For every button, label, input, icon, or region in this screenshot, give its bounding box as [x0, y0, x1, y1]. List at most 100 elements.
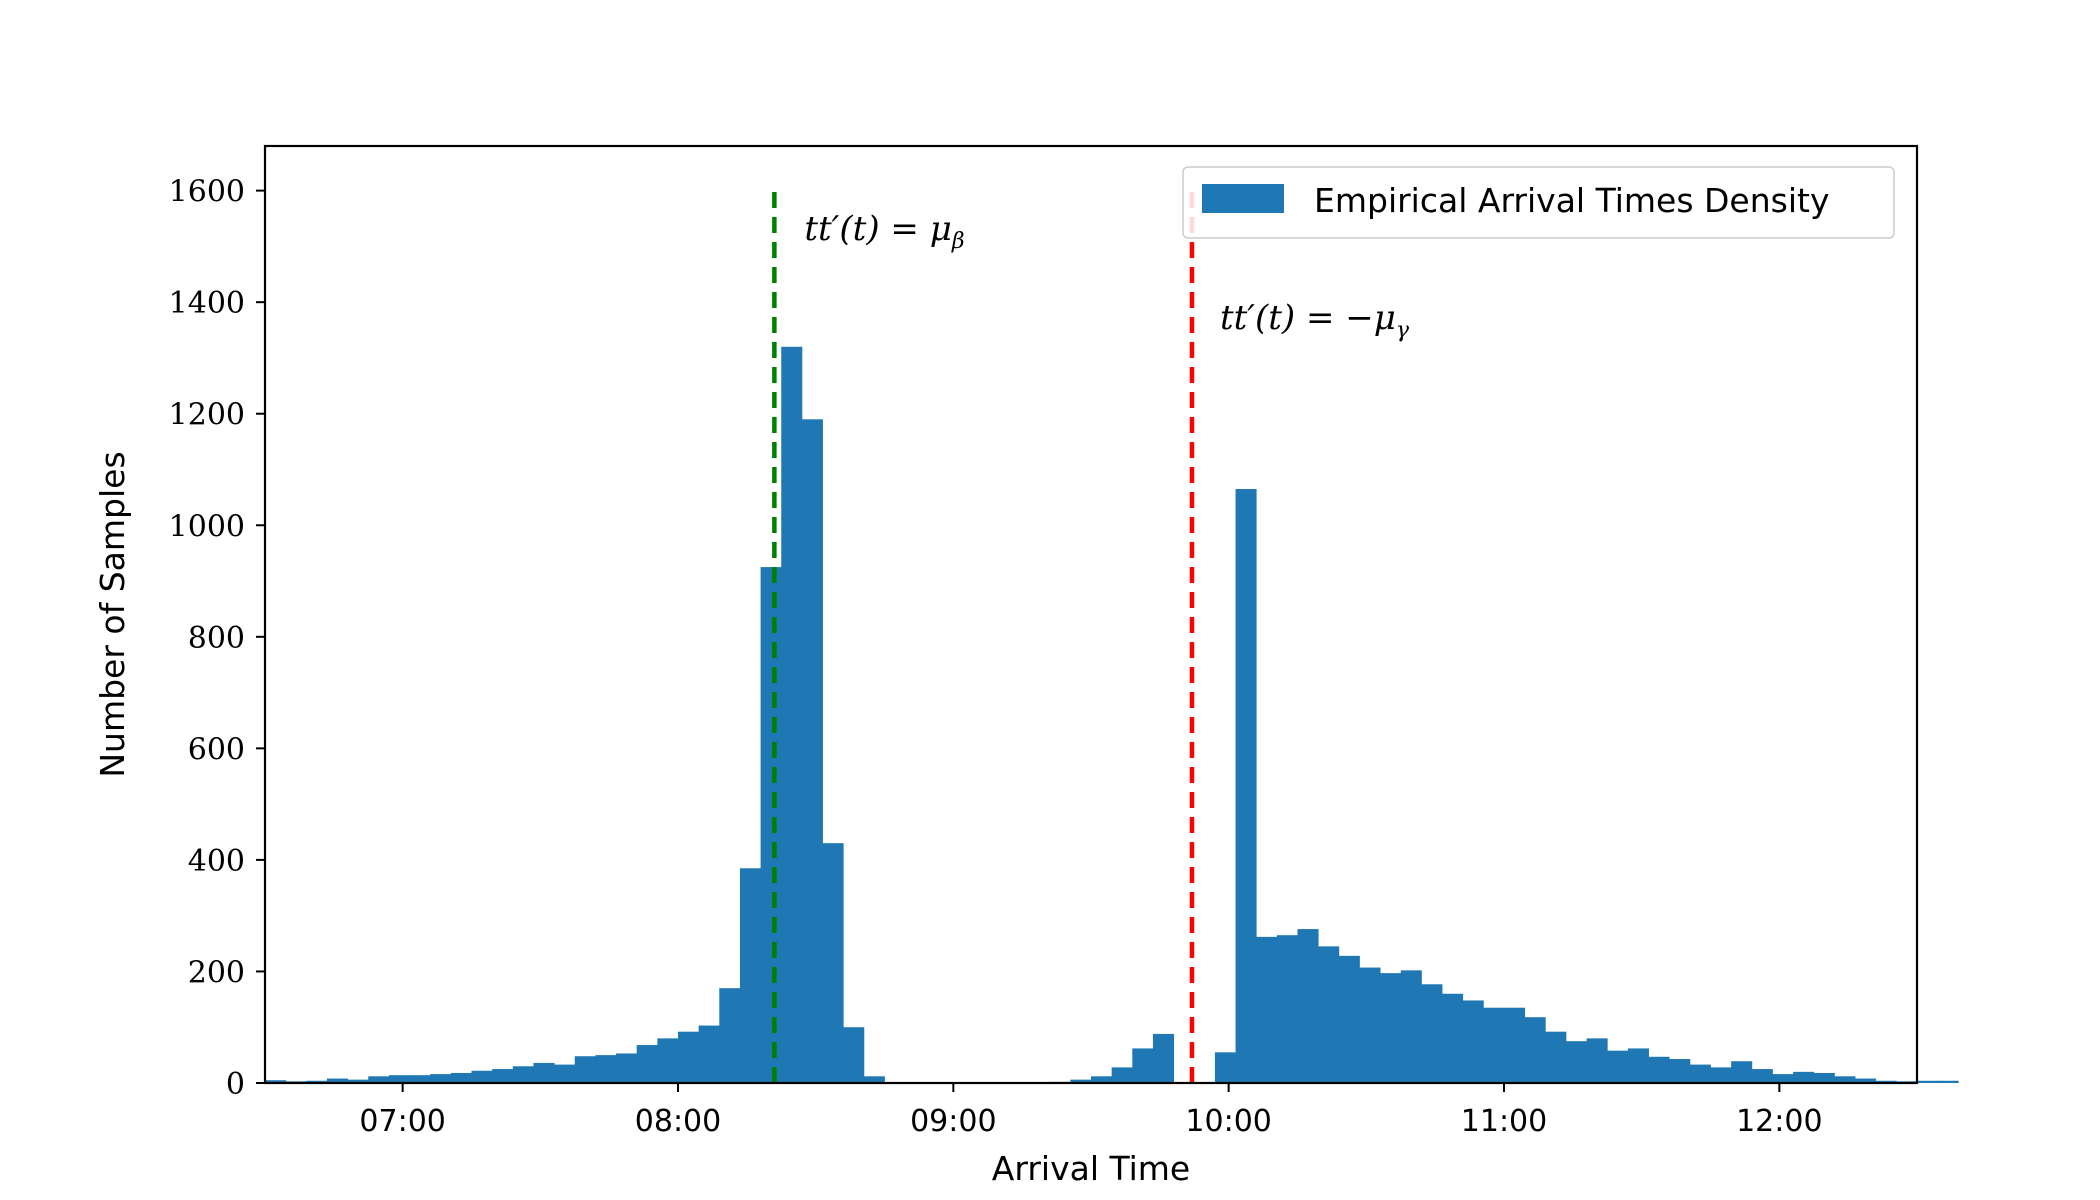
histogram-bar	[450, 1072, 472, 1083]
histogram-bar	[1731, 1061, 1753, 1083]
x-tick-label: 12:00	[1736, 1104, 1822, 1139]
histogram-bar	[1545, 1031, 1567, 1083]
y-axis-ticks: 0 200 400 600 800 1000 1200 1400 1600	[169, 175, 265, 1102]
histogram-bar	[1091, 1076, 1113, 1083]
histogram-bar	[1256, 936, 1278, 1083]
histogram-bar	[1152, 1033, 1174, 1083]
y-axis-label: Number of Samples	[93, 451, 132, 777]
histogram-bar	[781, 346, 803, 1083]
histogram-bar	[1524, 1017, 1546, 1083]
histogram-bar	[1380, 973, 1402, 1083]
x-axis-label: Arrival Time	[992, 1149, 1190, 1188]
annotation-mu-beta-main: tt′(t) = μ	[804, 209, 951, 249]
x-tick-label: 10:00	[1185, 1104, 1271, 1139]
histogram-bar	[719, 988, 741, 1083]
histogram-bar	[326, 1078, 348, 1083]
histogram-bar	[698, 1025, 720, 1083]
histogram-bar	[1772, 1074, 1794, 1083]
y-tick-label: 1000	[169, 509, 245, 544]
legend-swatch	[1202, 184, 1284, 213]
annotation-mu-gamma-subscript: γ	[1396, 318, 1410, 343]
x-tick-label: 09:00	[910, 1104, 996, 1139]
histogram-bar	[1813, 1072, 1835, 1083]
histogram-bar	[1359, 967, 1381, 1083]
histogram-bar	[1689, 1064, 1711, 1083]
histogram-bar	[492, 1069, 514, 1083]
legend-box	[1182, 166, 1895, 239]
histogram-bar	[1111, 1067, 1133, 1083]
histogram-bar	[265, 1080, 287, 1083]
histogram-bar	[1607, 1050, 1629, 1083]
histogram-bar	[1586, 1038, 1608, 1083]
histogram-bar	[1751, 1069, 1773, 1083]
y-tick-label: 200	[188, 955, 245, 990]
histogram-bar	[801, 419, 823, 1083]
histogram-bar	[1442, 993, 1464, 1083]
y-tick-label: 0	[226, 1067, 245, 1102]
histogram-bar	[1214, 1052, 1236, 1083]
histogram-bar	[1070, 1079, 1092, 1083]
x-tick-label: 11:00	[1461, 1104, 1547, 1139]
histogram-bar	[409, 1075, 431, 1083]
histogram-bar	[1318, 946, 1340, 1083]
legend: Empirical Arrival Times Density	[1182, 166, 1895, 239]
histogram-bar	[512, 1066, 534, 1083]
histogram-bar	[1669, 1059, 1691, 1083]
histogram-bar	[1710, 1067, 1732, 1083]
histogram-bar	[636, 1045, 658, 1083]
x-tick-label: 08:00	[635, 1104, 721, 1139]
histogram-bar	[347, 1079, 369, 1083]
histogram-bar	[739, 868, 761, 1083]
y-tick-label: 400	[188, 844, 245, 879]
histogram-bar	[1648, 1056, 1670, 1083]
histogram-bar	[1297, 929, 1319, 1083]
histogram-bar	[554, 1064, 576, 1083]
histogram-bar	[1565, 1041, 1587, 1083]
histogram-bar	[533, 1062, 555, 1083]
histogram-bar	[1483, 1007, 1505, 1083]
histogram-bar	[471, 1070, 493, 1083]
histogram-bar	[430, 1074, 452, 1083]
histogram-bar	[388, 1075, 410, 1083]
x-axis-ticks: 07:00 08:00 09:00 10:00 11:00 12:00	[359, 1083, 1823, 1139]
histogram-bar	[1917, 1080, 1939, 1083]
histogram-bar	[822, 843, 844, 1083]
histogram-bar	[1132, 1048, 1154, 1083]
y-tick-label: 800	[188, 621, 245, 656]
histogram-bar	[1504, 1007, 1526, 1083]
y-tick-label: 1400	[169, 286, 245, 321]
histogram-bar	[678, 1031, 700, 1083]
y-tick-label: 1600	[169, 175, 245, 210]
histogram-bar	[843, 1027, 865, 1083]
y-tick-label: 1200	[169, 398, 245, 433]
annotation-mu-beta-subscript: β	[951, 229, 965, 254]
histogram-bar	[1855, 1078, 1877, 1083]
histogram-bar	[1627, 1048, 1649, 1083]
plot-frame	[263, 144, 1919, 1085]
histogram-bar	[1338, 955, 1360, 1083]
annotation-mu-gamma: tt′(t) = −μγ	[1220, 298, 1410, 343]
annotation-mu-gamma-main: tt′(t) = −μ	[1220, 298, 1396, 338]
histogram-bar	[1937, 1080, 1959, 1083]
histogram-bar	[306, 1080, 328, 1083]
histogram-bar	[1235, 489, 1257, 1083]
histogram-bar	[1462, 1000, 1484, 1083]
histogram-bar	[1834, 1076, 1856, 1083]
x-tick-label: 07:00	[359, 1104, 445, 1139]
y-tick-label: 600	[188, 732, 245, 767]
histogram-bar	[1400, 970, 1422, 1083]
histogram-bar	[760, 567, 782, 1083]
histogram-bar	[368, 1076, 390, 1083]
histogram-bar	[863, 1076, 885, 1083]
histogram-bar	[1875, 1080, 1897, 1083]
histogram-bar	[657, 1038, 679, 1083]
annotation-mu-beta: tt′(t) = μβ	[804, 209, 964, 254]
histogram-bar	[1793, 1071, 1815, 1083]
histogram-bar	[1421, 984, 1443, 1083]
histogram-bar	[574, 1056, 596, 1083]
legend-label: Empirical Arrival Times Density	[1314, 181, 1829, 220]
histogram-bar	[595, 1055, 617, 1083]
histogram-bar	[1276, 935, 1298, 1083]
histogram-bar	[616, 1053, 638, 1083]
